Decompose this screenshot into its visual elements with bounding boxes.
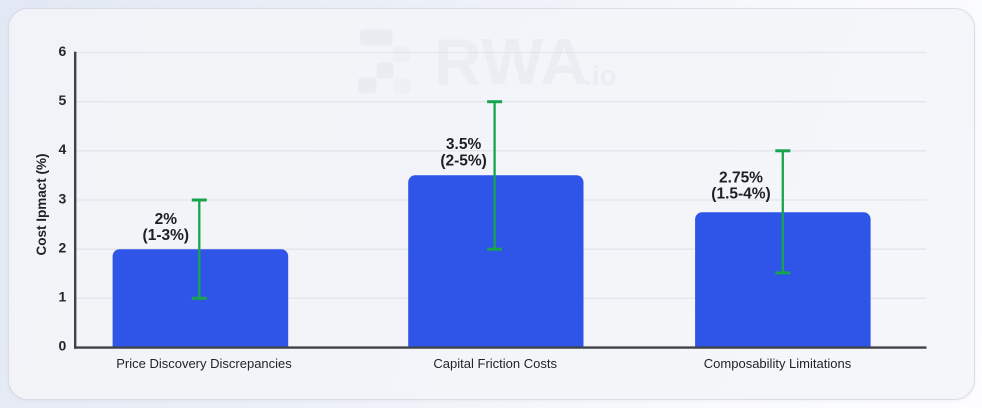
svg-text:3.5%: 3.5%	[446, 136, 482, 153]
svg-text:4: 4	[59, 141, 67, 157]
svg-text:Capital Friction Costs: Capital Friction Costs	[433, 356, 557, 371]
svg-text:2: 2	[59, 240, 67, 256]
svg-text:(2-5%): (2-5%)	[440, 153, 487, 170]
svg-text:Cost Ipmact (%): Cost Ipmact (%)	[34, 153, 49, 255]
svg-text:3: 3	[59, 190, 67, 206]
svg-text:2%: 2%	[155, 211, 178, 228]
svg-text:Price Discovery Discrepancies: Price Discovery Discrepancies	[116, 356, 292, 371]
svg-text:(1-3%): (1-3%)	[143, 227, 190, 244]
svg-text:(1.5-4%): (1.5-4%)	[711, 185, 770, 202]
svg-text:RWA: RWA	[434, 25, 588, 99]
svg-text:0: 0	[59, 338, 67, 354]
svg-text:6: 6	[59, 43, 67, 59]
svg-text:.io: .io	[584, 60, 617, 91]
svg-text:2.75%: 2.75%	[719, 169, 763, 186]
svg-text:Composability Limitations: Composability Limitations	[704, 356, 852, 371]
svg-text:5: 5	[59, 92, 67, 108]
svg-text:1: 1	[59, 289, 67, 305]
